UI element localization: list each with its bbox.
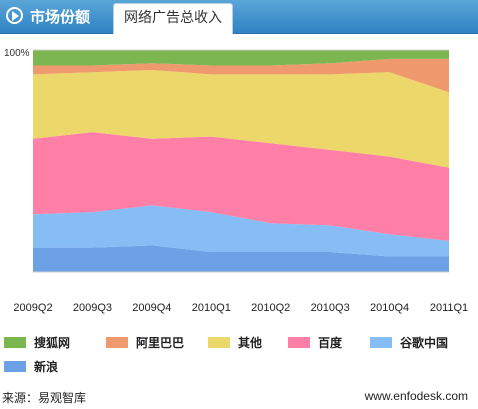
area-series-5 xyxy=(33,50,449,66)
legend-swatch xyxy=(106,337,128,348)
legend-label: 其他 xyxy=(238,336,263,350)
x-tick-label: 2009Q4 xyxy=(132,302,171,314)
x-tick-label: 2009Q2 xyxy=(13,302,52,314)
x-tick-label: 2009Q3 xyxy=(73,302,112,314)
legend-label: 谷歌中国 xyxy=(400,336,449,350)
tab-total-ad-revenue[interactable]: 网络广告总收入 xyxy=(113,3,233,34)
header-bar: 市场份额 网络广告总收入 xyxy=(0,0,478,34)
source-website[interactable]: www.enfodesk.com xyxy=(364,389,468,403)
area-series-3 xyxy=(33,70,449,168)
area-series-4 xyxy=(33,58,449,93)
x-tick-label: 2011Q1 xyxy=(430,302,468,314)
stacked-area-chart: 100% 2009Q2 2009Q3 2009Q4 2010Q1 2010Q2 2010Q… xyxy=(4,48,468,314)
legend-label: 百度 xyxy=(318,336,343,350)
legend-label: 新浪 xyxy=(34,360,59,374)
section-title: 市场份额 xyxy=(30,8,91,26)
play-circle-icon xyxy=(6,7,23,24)
legend-swatch xyxy=(4,337,26,348)
legend: 搜狐网 阿里巴巴 其他 百度 谷歌中国新浪 xyxy=(0,330,478,380)
legend-swatch xyxy=(370,337,392,348)
x-tick-label: 2010Q3 xyxy=(311,302,350,314)
legend-swatch xyxy=(288,337,310,348)
area-series-2 xyxy=(33,132,449,241)
area-series-0 xyxy=(33,245,449,272)
source-note: 来源：易观智库 xyxy=(2,391,87,405)
x-tick-label: 2010Q2 xyxy=(251,302,290,314)
y-axis-top-label: 100% xyxy=(4,48,30,59)
legend-swatch xyxy=(4,361,26,372)
legend-label: 搜狐网 xyxy=(34,336,71,350)
legend-label: 阿里巴巴 xyxy=(136,336,185,350)
chart-area: 100% 2009Q2 2009Q3 2009Q4 2010Q1 2010Q2 2010Q… xyxy=(0,34,478,324)
area-series-1 xyxy=(33,205,449,257)
legend-swatch xyxy=(208,337,230,348)
x-tick-label: 2010Q4 xyxy=(370,302,409,314)
x-tick-label: 2010Q1 xyxy=(192,302,231,314)
